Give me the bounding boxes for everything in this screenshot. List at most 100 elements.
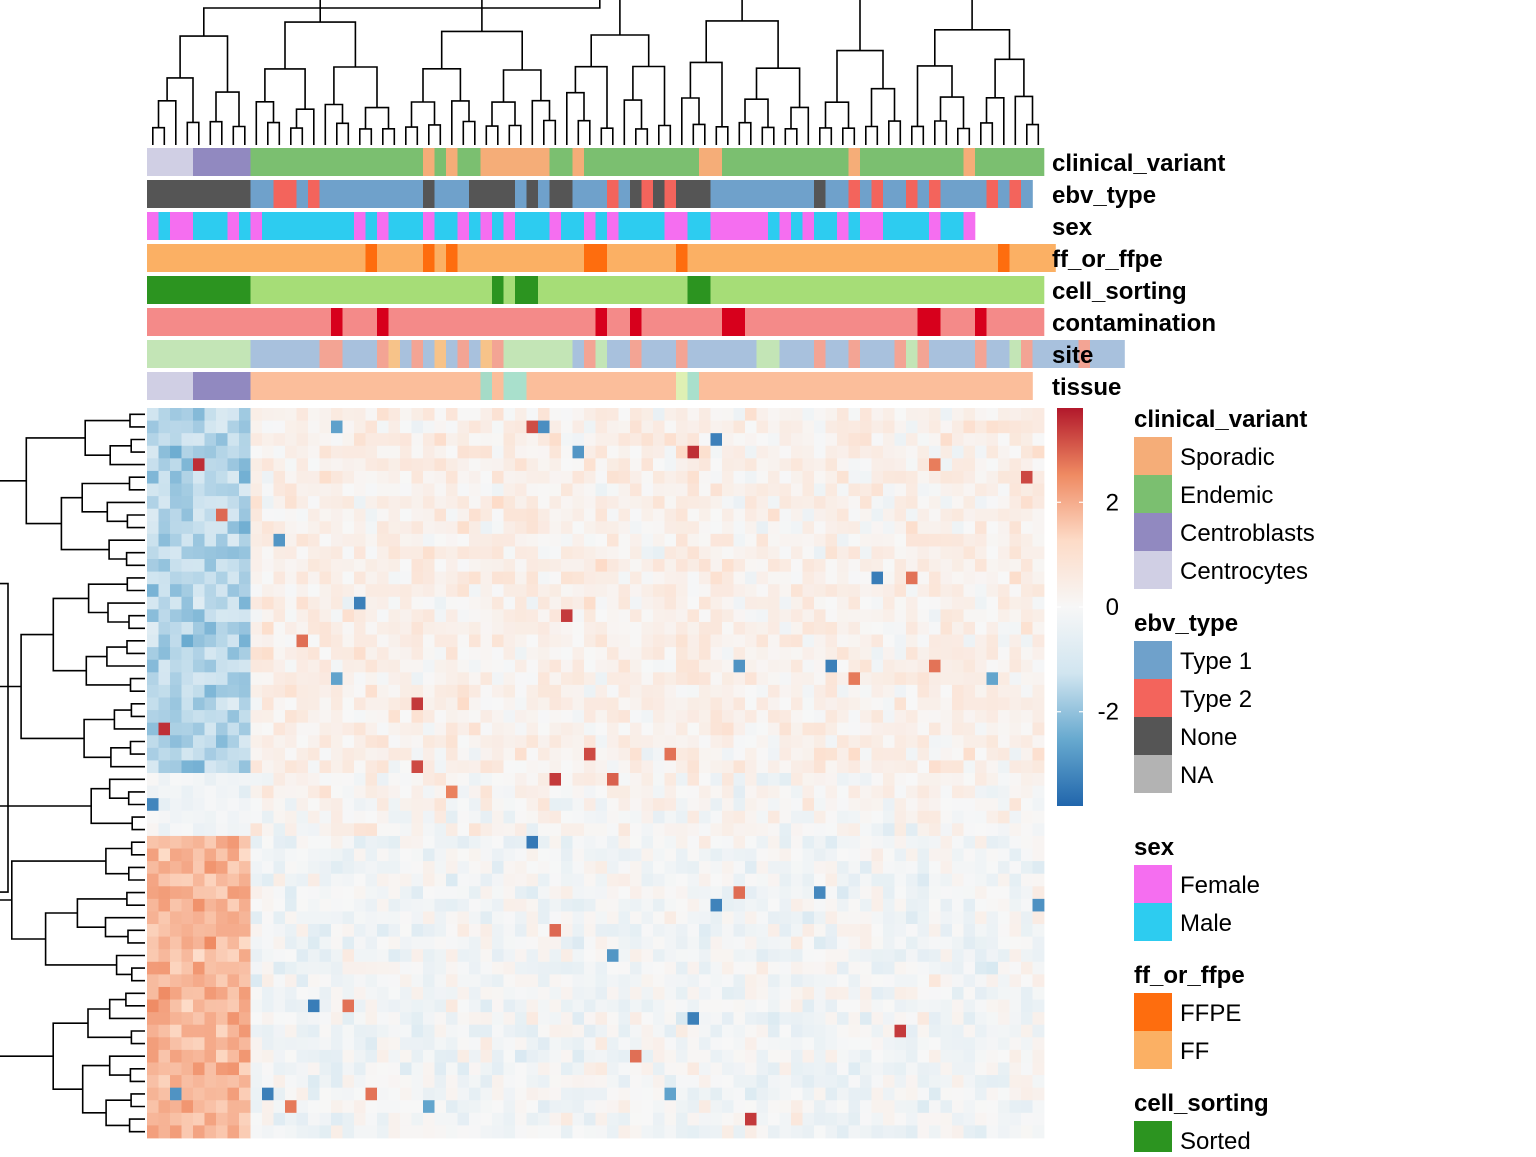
heatmap-cell: [515, 659, 527, 673]
heatmap-cell: [837, 571, 849, 585]
heatmap-cell: [354, 496, 366, 510]
dendrogram-branch: [130, 703, 145, 718]
heatmap-cell: [998, 986, 1010, 1000]
heatmap-cell: [618, 1112, 631, 1126]
heatmap-cell: [641, 873, 654, 887]
heatmap-cell: [469, 1125, 481, 1139]
heatmap-cell: [664, 835, 677, 849]
heatmap-cell: [296, 961, 309, 975]
heatmap-cell: [676, 823, 688, 837]
heatmap-cell: [906, 420, 918, 434]
heatmap-cell: [1009, 1112, 1022, 1126]
heatmap-cell: [791, 1125, 803, 1139]
heatmap-cell: [354, 634, 366, 648]
heatmap-cell: [986, 1037, 999, 1051]
heatmap-cell: [561, 408, 573, 421]
heatmap-cell: [779, 408, 792, 421]
heatmap-cell: [618, 609, 631, 623]
annotation-cell: [894, 340, 907, 368]
heatmap-cell: [446, 496, 458, 510]
heatmap-cell: [411, 886, 424, 900]
heatmap-cell: [147, 924, 159, 938]
heatmap-cell: [929, 949, 941, 963]
heatmap-cell: [549, 1075, 562, 1089]
heatmap-cell: [434, 873, 447, 887]
heatmap-cell: [745, 810, 757, 824]
annotation-cell: [975, 148, 1045, 176]
heatmap-cell: [331, 861, 343, 875]
heatmap-cell: [411, 571, 424, 585]
heatmap-cell: [722, 861, 734, 875]
legend-item-label: Sorted: [1180, 1128, 1251, 1152]
heatmap-cell: [722, 1012, 734, 1026]
heatmap-cell: [446, 936, 458, 950]
heatmap-cell: [342, 1012, 355, 1026]
heatmap-cell: [607, 861, 619, 875]
heatmap-cell: [745, 722, 757, 736]
dendrogram-branch: [129, 677, 145, 692]
heatmap-cell: [354, 420, 366, 434]
heatmap-cell: [975, 647, 987, 661]
heatmap-cell: [791, 760, 803, 774]
heatmap-cell: [825, 659, 838, 673]
heatmap-cell: [296, 596, 309, 610]
heatmap-cell: [963, 1100, 976, 1114]
heatmap-cell: [768, 1087, 780, 1101]
heatmap-cell: [745, 684, 757, 698]
heatmap-cell: [848, 521, 861, 535]
annotation-cell: [423, 148, 435, 176]
annotation-cell: [147, 180, 251, 208]
heatmap-cell: [480, 835, 493, 849]
heatmap-cell: [837, 647, 849, 661]
heatmap-cell: [365, 861, 378, 875]
heatmap-cell: [469, 986, 481, 1000]
heatmap-cell: [285, 470, 297, 484]
heatmap-cell: [791, 861, 803, 875]
heatmap-cell: [331, 974, 343, 988]
dendrogram-branch: [574, 65, 608, 129]
heatmap-cell: [630, 873, 642, 887]
heatmap-cell: [940, 1037, 953, 1051]
heatmap-cell: [262, 1024, 274, 1038]
heatmap-cell: [227, 823, 240, 837]
heatmap-cell: [204, 647, 217, 661]
heatmap-cell: [998, 810, 1010, 824]
heatmap-cell: [917, 911, 930, 925]
annotation-track-tissue: tissue: [147, 372, 1121, 401]
heatmap-cell: [377, 861, 389, 875]
heatmap-cell: [940, 420, 953, 434]
heatmap-cell: [630, 924, 642, 938]
heatmap-cell: [952, 886, 964, 900]
heatmap-cell: [434, 1024, 447, 1038]
heatmap-cell: [894, 1100, 907, 1114]
heatmap-cell: [354, 1062, 366, 1076]
heatmap-cell: [342, 1062, 355, 1076]
heatmap-cell: [549, 483, 562, 497]
heatmap-cell: [837, 848, 849, 862]
heatmap-cell: [273, 949, 286, 963]
heatmap-cell: [526, 546, 539, 560]
heatmap-cell: [975, 1062, 987, 1076]
heatmap-cell: [204, 747, 217, 761]
heatmap-cell: [365, 747, 378, 761]
heatmap-cell: [963, 848, 976, 862]
heatmap-cell: [676, 483, 688, 497]
heatmap-cell: [871, 798, 884, 812]
heatmap-cell: [147, 546, 159, 560]
annotation-cell: [434, 340, 447, 368]
heatmap-cell: [630, 1012, 642, 1026]
heatmap-cell: [296, 508, 309, 522]
heatmap-cell: [158, 609, 171, 623]
heatmap-cell: [423, 835, 435, 849]
heatmap-cell: [756, 999, 769, 1013]
heatmap-cell: [308, 496, 320, 510]
heatmap-cell: [538, 1112, 550, 1126]
heatmap-cell: [630, 546, 642, 560]
heatmap-cell: [710, 848, 723, 862]
heatmap-cell: [342, 521, 355, 535]
annotation-cell: [883, 180, 907, 208]
heatmap-cell: [699, 559, 711, 573]
heatmap-cell: [825, 949, 838, 963]
heatmap-cell: [1032, 911, 1045, 925]
